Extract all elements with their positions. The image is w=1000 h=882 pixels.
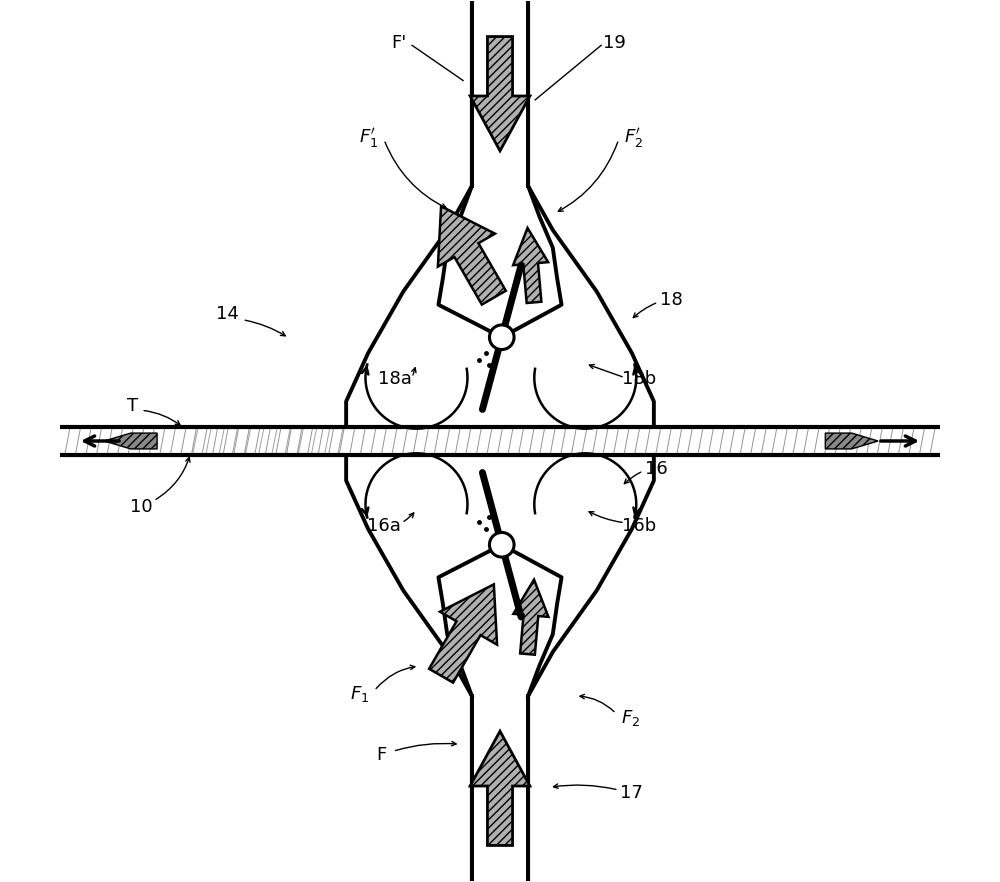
Text: 14: 14 — [216, 304, 239, 323]
Text: 10: 10 — [130, 498, 153, 516]
Text: 18a: 18a — [378, 370, 411, 388]
Text: 18b: 18b — [622, 370, 656, 388]
Circle shape — [489, 325, 514, 349]
Text: 16a: 16a — [367, 517, 401, 535]
Text: F: F — [376, 746, 386, 764]
Polygon shape — [513, 228, 548, 303]
Circle shape — [489, 533, 514, 557]
Text: $F_2$: $F_2$ — [621, 708, 640, 728]
Polygon shape — [429, 585, 497, 683]
Text: 16: 16 — [645, 460, 668, 478]
Polygon shape — [470, 731, 530, 846]
Polygon shape — [513, 579, 548, 654]
Polygon shape — [470, 36, 530, 151]
Text: $F_1'$: $F_1'$ — [359, 125, 378, 150]
Polygon shape — [438, 206, 506, 304]
Text: 17: 17 — [620, 784, 643, 802]
Text: 18: 18 — [660, 291, 683, 310]
Polygon shape — [825, 433, 878, 449]
Bar — [60, 427, 940, 455]
Text: $F_2'$: $F_2'$ — [624, 125, 643, 150]
Text: T: T — [127, 397, 138, 415]
Text: 19: 19 — [603, 34, 626, 52]
Text: F': F' — [391, 34, 407, 52]
Text: $F_1$: $F_1$ — [350, 684, 369, 704]
Text: 16b: 16b — [622, 517, 656, 535]
Polygon shape — [104, 433, 157, 449]
